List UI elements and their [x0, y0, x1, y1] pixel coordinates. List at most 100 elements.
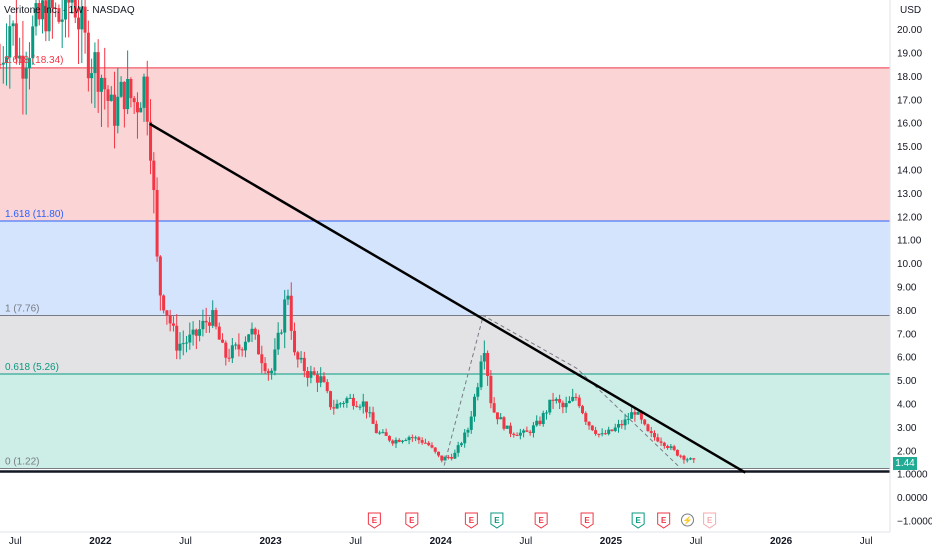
candle-body [669, 446, 673, 448]
price-tick-label: 18.00 [897, 72, 922, 83]
candle-body [263, 363, 267, 372]
event-glyph: E [584, 516, 590, 525]
candle-body [0, 64, 2, 66]
candle-body [639, 411, 643, 420]
candle-body [381, 432, 385, 434]
event-glyph: ⚡ [683, 515, 693, 525]
candle-body [135, 102, 139, 113]
candle-body [554, 399, 558, 401]
candle-body [27, 58, 31, 69]
earnings-event-marker: E [580, 512, 594, 529]
candle-body [145, 76, 149, 122]
candle-body [551, 399, 555, 401]
fib-level-label: 0.618 (5.26) [5, 362, 59, 373]
fib-level-labels: 1.618 (11.80) 1 (7.76) 0.618 (5.26) 0 (1.22… [5, 209, 64, 468]
candle-body [221, 339, 225, 343]
candle-body [590, 425, 594, 431]
price-tick-label: 5.00 [897, 376, 917, 387]
candle-body [319, 376, 323, 383]
candle-body [571, 396, 575, 401]
candle-body [613, 427, 617, 431]
split-icon [680, 513, 694, 527]
candle-body [276, 332, 280, 350]
candle-body [541, 412, 545, 425]
candle-body [240, 349, 244, 351]
candle-body [132, 98, 136, 103]
candle-body [142, 76, 146, 108]
price-tick-label: 16.00 [897, 119, 922, 130]
candle-body [423, 442, 427, 444]
candle-body [371, 412, 375, 424]
price-tick-label: −1.0000 [897, 516, 932, 527]
earnings-icon [580, 512, 594, 529]
price-tick-label: 20.00 [897, 25, 922, 36]
time-tick-label: Jul [9, 536, 22, 547]
candle-body [463, 432, 467, 444]
candle-body [564, 403, 568, 408]
candle-body [198, 329, 202, 336]
time-tick-label: 2022 [89, 536, 112, 547]
projection-path [443, 314, 680, 468]
earnings-event-marker: E [657, 512, 671, 529]
candle-body [345, 398, 349, 404]
candle-body [155, 190, 159, 257]
candle-body [443, 456, 447, 461]
candle-body [149, 121, 153, 161]
candle-body [577, 397, 581, 407]
earnings-event-marker: E [534, 512, 548, 529]
candle-body [243, 341, 247, 351]
candle-body [433, 447, 437, 452]
candle-body [626, 418, 630, 420]
candle-body [44, 0, 48, 32]
candle-body [224, 342, 228, 358]
candle-body [365, 401, 369, 413]
candle-body [378, 432, 382, 434]
candle-body [70, 0, 74, 3]
candle-body [361, 401, 365, 407]
candle-body [584, 413, 588, 422]
candle-body [175, 325, 179, 351]
candle-body [620, 424, 624, 426]
earnings-event-marker: E [464, 512, 478, 529]
price-tick-label: 1.0000 [897, 470, 928, 481]
candle-body [518, 432, 522, 436]
event-glyph: E [661, 516, 667, 525]
price-candles [0, 0, 696, 464]
candle-body [459, 443, 463, 446]
candle-body [407, 437, 411, 441]
candle-body [617, 424, 621, 428]
candle-body [247, 334, 251, 342]
candle-body [479, 361, 483, 388]
candle-body [538, 420, 542, 425]
candle-body [119, 81, 123, 97]
price-tick-label: 10.00 [897, 259, 922, 270]
candle-body [283, 299, 287, 333]
candle-body [666, 445, 670, 448]
candle-body [237, 344, 241, 350]
time-axis-bg [0, 532, 932, 550]
price-tick-label: 9.00 [897, 282, 917, 293]
time-axis: Jul 2022 Jul 2023 Jul 2024 Jul 2025 Jul 2026 Jul [0, 531, 932, 550]
candle-body [37, 3, 41, 20]
candle-body [587, 421, 591, 426]
price-tick-label: 13.00 [897, 189, 922, 200]
earnings-icon [703, 512, 717, 529]
trendline [149, 122, 746, 474]
candle-body [309, 371, 313, 378]
candle-body [126, 78, 130, 110]
event-glyph: E [635, 516, 641, 525]
candle-body [597, 433, 601, 435]
candle-body [486, 353, 490, 376]
candle-body [122, 81, 126, 110]
candle-body [545, 412, 549, 414]
time-tick-label: Jul [179, 536, 192, 547]
candle-body [502, 417, 506, 429]
candle-body [600, 433, 604, 435]
candle-body [410, 437, 414, 439]
earnings-icon [367, 512, 381, 529]
candle-body [185, 342, 189, 344]
fib-level-label: 1.618 (11.80) [5, 209, 64, 220]
candle-body [338, 403, 342, 405]
